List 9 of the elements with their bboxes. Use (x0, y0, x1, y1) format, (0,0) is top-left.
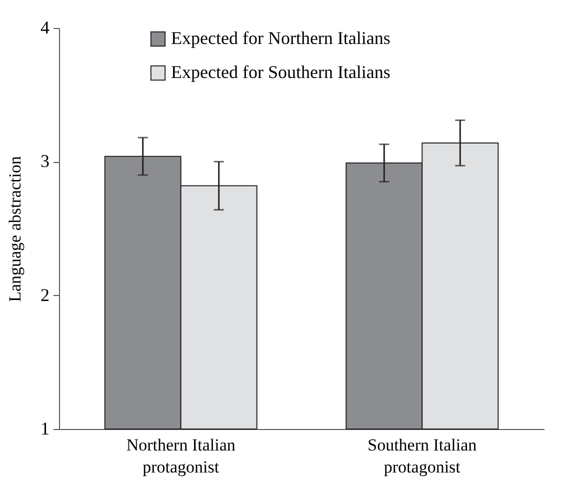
y-tick-label: 2 (40, 284, 50, 305)
legend-label: Expected for Southern Italians (171, 62, 390, 82)
y-tick-label: 4 (40, 18, 50, 38)
y-tick-label: 1 (40, 418, 50, 438)
y-tick-label: 3 (40, 151, 50, 172)
legend-label: Expected for Northern Italians (171, 28, 390, 48)
x-tick-label: Northern Italian protagonist (126, 436, 236, 476)
x-tick-label: Southern Italian protagonist (368, 436, 478, 476)
y-axis-title: Language abstraction (6, 156, 24, 302)
